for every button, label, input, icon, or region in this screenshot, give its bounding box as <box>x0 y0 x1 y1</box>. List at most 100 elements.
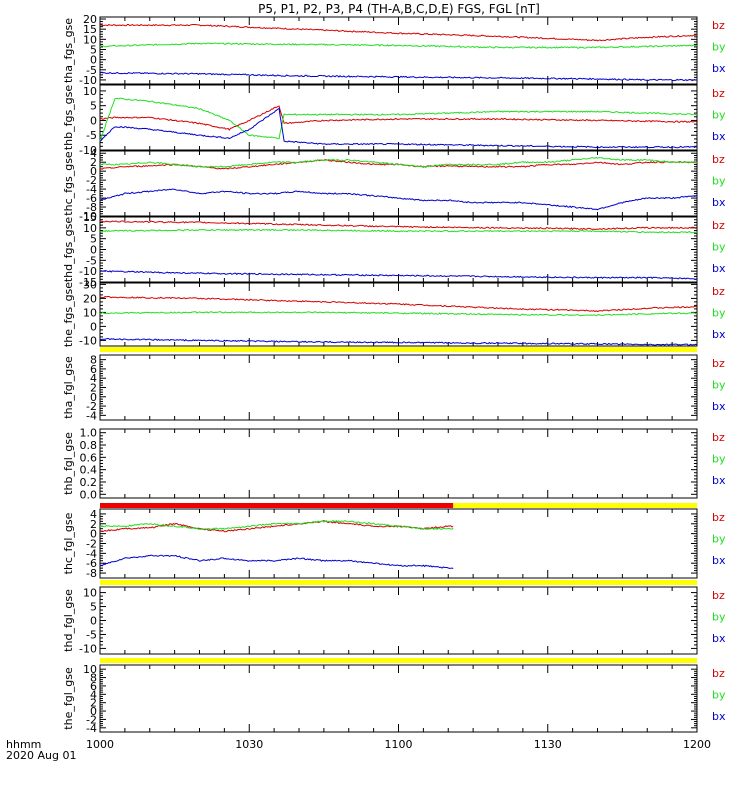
legend-bz: bz <box>712 87 725 100</box>
legend-by: by <box>712 175 726 188</box>
y-tick-label: 5 <box>90 601 97 614</box>
y-tick-label: -4 <box>86 409 97 422</box>
legend-bz: bz <box>712 219 725 232</box>
y-tick-label: 5 <box>90 233 97 246</box>
y-axis-label: thc_fgl_gse <box>62 512 75 574</box>
legend-bx: bx <box>712 710 726 723</box>
y-tick-label: 0.0 <box>80 488 98 501</box>
legend-bx: bx <box>712 328 726 341</box>
y-tick-label: -10 <box>79 144 97 157</box>
y-tick-label: 10 <box>83 222 97 235</box>
x-tick-label: 1200 <box>683 738 711 751</box>
y-tick-label: 0.4 <box>80 464 98 477</box>
y-tick-label: 10 <box>83 663 97 676</box>
plot-frame <box>99 354 698 421</box>
legend-by: by <box>712 689 726 702</box>
y-tick-label: -2 <box>86 174 97 187</box>
y-axis-label: thd_fgl_gse <box>62 589 75 652</box>
y-tick-label: 5 <box>90 43 97 56</box>
x-tick-label: 1100 <box>385 738 413 751</box>
y-tick-label: -5 <box>86 254 97 267</box>
time-axis-date: 2020 Aug 01 <box>6 749 76 762</box>
legend-by: by <box>712 41 726 54</box>
legend-bx: bx <box>712 554 726 567</box>
y-tick-label: -6 <box>86 557 97 570</box>
series-line-bx <box>99 107 698 149</box>
plot-frame <box>99 428 698 499</box>
y-tick-label: -10 <box>79 210 97 223</box>
series-line-bx <box>99 270 698 280</box>
y-tick-label: -2 <box>86 400 97 413</box>
y-tick-label: -8 <box>86 201 97 214</box>
y-tick-label: 20 <box>83 292 97 305</box>
time-axis-label: hhmm <box>6 738 41 751</box>
y-tick-label: 4 <box>90 688 97 701</box>
y-tick-label: -5 <box>86 129 97 142</box>
series-line-by <box>99 311 698 317</box>
y-tick-label: -10 <box>79 265 97 278</box>
status-bar-yellow <box>100 658 697 663</box>
y-tick-label: -4 <box>86 183 97 196</box>
series-line-bx <box>99 71 698 82</box>
series-line-by <box>99 42 698 49</box>
panel-thb_fgs_gse: -10 -5 05 10 thb_fgs_gse bz by bx <box>62 84 726 157</box>
y-tick-label: 0 <box>90 615 97 628</box>
series-line-by <box>99 520 454 531</box>
legend-by: by <box>712 533 726 546</box>
y-tick-label: 10 <box>83 587 97 600</box>
y-tick-label: 15 <box>83 211 97 224</box>
y-tick-label: -5 <box>86 628 97 641</box>
legend-by: by <box>712 611 726 624</box>
legend-bz: bz <box>712 153 725 166</box>
legend-bz: bz <box>712 589 725 602</box>
y-tick-label: 0 <box>90 114 97 127</box>
y-tick-label: 0 <box>90 244 97 257</box>
plot-frame <box>99 150 698 217</box>
y-axis-label: thd_fgs_gse <box>62 217 75 283</box>
legend-bx: bx <box>712 262 726 275</box>
legend-bx: bx <box>712 632 726 645</box>
y-axis-label: thc_fgs_gse <box>62 151 75 216</box>
x-tick-label: 1130 <box>534 738 562 751</box>
y-tick-label: 0 <box>90 54 97 67</box>
figure-title: P5, P1, P2, P3, P4 (TH-A,B,C,D,E) FGS, F… <box>258 2 540 16</box>
status-bar-yellow <box>100 347 697 352</box>
y-axis-label: the_fgs_gse <box>62 282 75 347</box>
y-axis-label: tha_fgs_gse <box>62 18 75 83</box>
status-bars <box>100 347 697 663</box>
x-tick-label: 1030 <box>235 738 263 751</box>
legend-by: by <box>712 241 726 254</box>
y-tick-label: -10 <box>79 334 97 347</box>
series-line-bx <box>99 188 698 211</box>
legend-by: by <box>712 109 726 122</box>
series-line-bx <box>99 337 698 346</box>
series-line-by <box>99 156 698 168</box>
y-axis-label: thb_fgs_gse <box>62 85 75 151</box>
y-tick-label: -2 <box>86 538 97 551</box>
legend-by: by <box>712 453 726 466</box>
series-line-bx <box>99 554 454 570</box>
y-tick-label: 5 <box>90 100 97 113</box>
series-line-bz <box>99 295 698 313</box>
status-bar-yellow <box>453 503 697 508</box>
y-tick-label: -10 <box>79 74 97 87</box>
status-bar-yellow <box>100 580 697 585</box>
legend-bz: bz <box>712 431 725 444</box>
y-tick-label: -2 <box>86 713 97 726</box>
y-tick-label: 0 <box>90 705 97 718</box>
y-tick-label: 0.2 <box>80 476 98 489</box>
y-tick-label: 6 <box>90 363 97 376</box>
y-tick-label: 0 <box>90 320 97 333</box>
y-tick-label: 6 <box>90 680 97 693</box>
legend-bx: bx <box>712 196 726 209</box>
legend-bz: bz <box>712 511 725 524</box>
y-tick-label: 8 <box>90 354 97 367</box>
